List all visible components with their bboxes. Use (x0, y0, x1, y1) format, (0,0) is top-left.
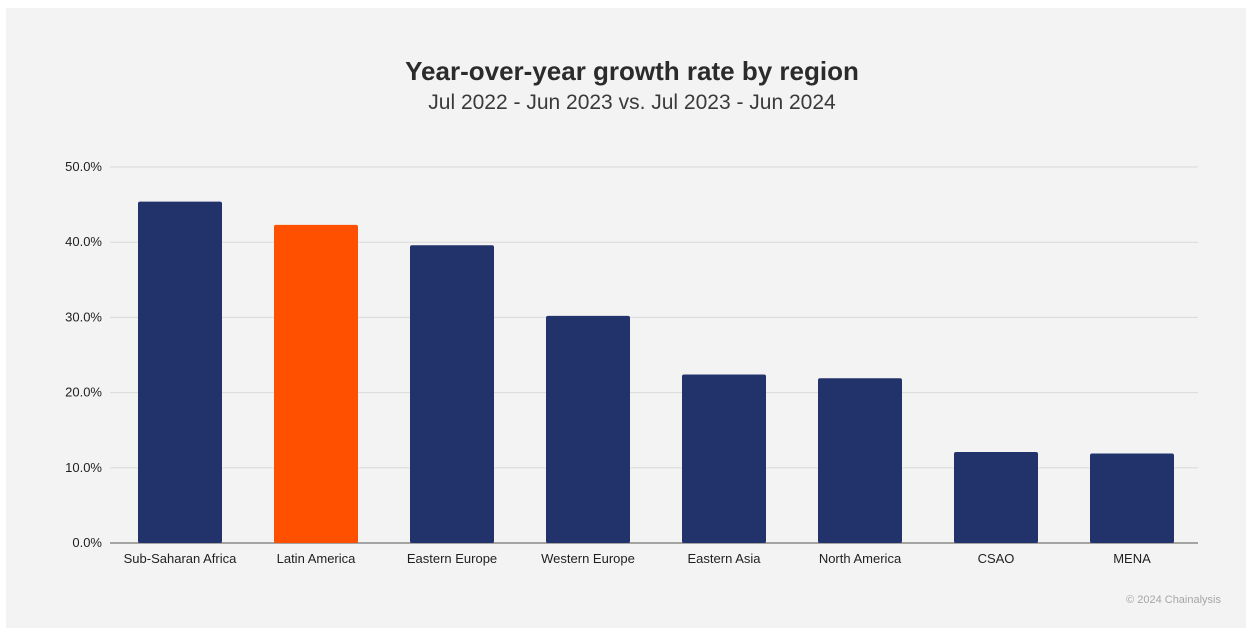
bar (954, 452, 1038, 543)
x-tick-label: Sub-Saharan Africa (124, 551, 238, 566)
y-tick-label: 30.0% (65, 309, 102, 324)
chart-subtitle: Jul 2022 - Jun 2023 vs. Jul 2023 - Jun 2… (428, 91, 836, 114)
bar (1090, 453, 1174, 543)
y-tick-label: 40.0% (65, 234, 102, 249)
y-tick-label: 50.0% (65, 159, 102, 174)
bar (274, 224, 358, 544)
y-tick-label: 10.0% (65, 460, 102, 475)
x-tick-label: North America (819, 551, 902, 566)
copyright-notice: © 2024 Chainalysis (1126, 594, 1221, 606)
x-tick-label: Western Europe (541, 551, 635, 566)
x-tick-label: Latin America (277, 551, 357, 566)
y-tick-label: 0.0% (72, 535, 102, 550)
x-tick-label: Eastern Asia (688, 551, 762, 566)
bar (410, 245, 494, 543)
bar (546, 315, 630, 543)
bar (818, 378, 902, 543)
chart-title: Year-over-year growth rate by region (405, 56, 859, 86)
bar (682, 374, 766, 543)
x-tick-label: CSAO (978, 551, 1015, 566)
y-tick-label: 20.0% (65, 385, 102, 400)
bar (138, 201, 222, 544)
x-tick-label: MENA (1113, 551, 1151, 566)
x-tick-label: Eastern Europe (407, 551, 497, 566)
